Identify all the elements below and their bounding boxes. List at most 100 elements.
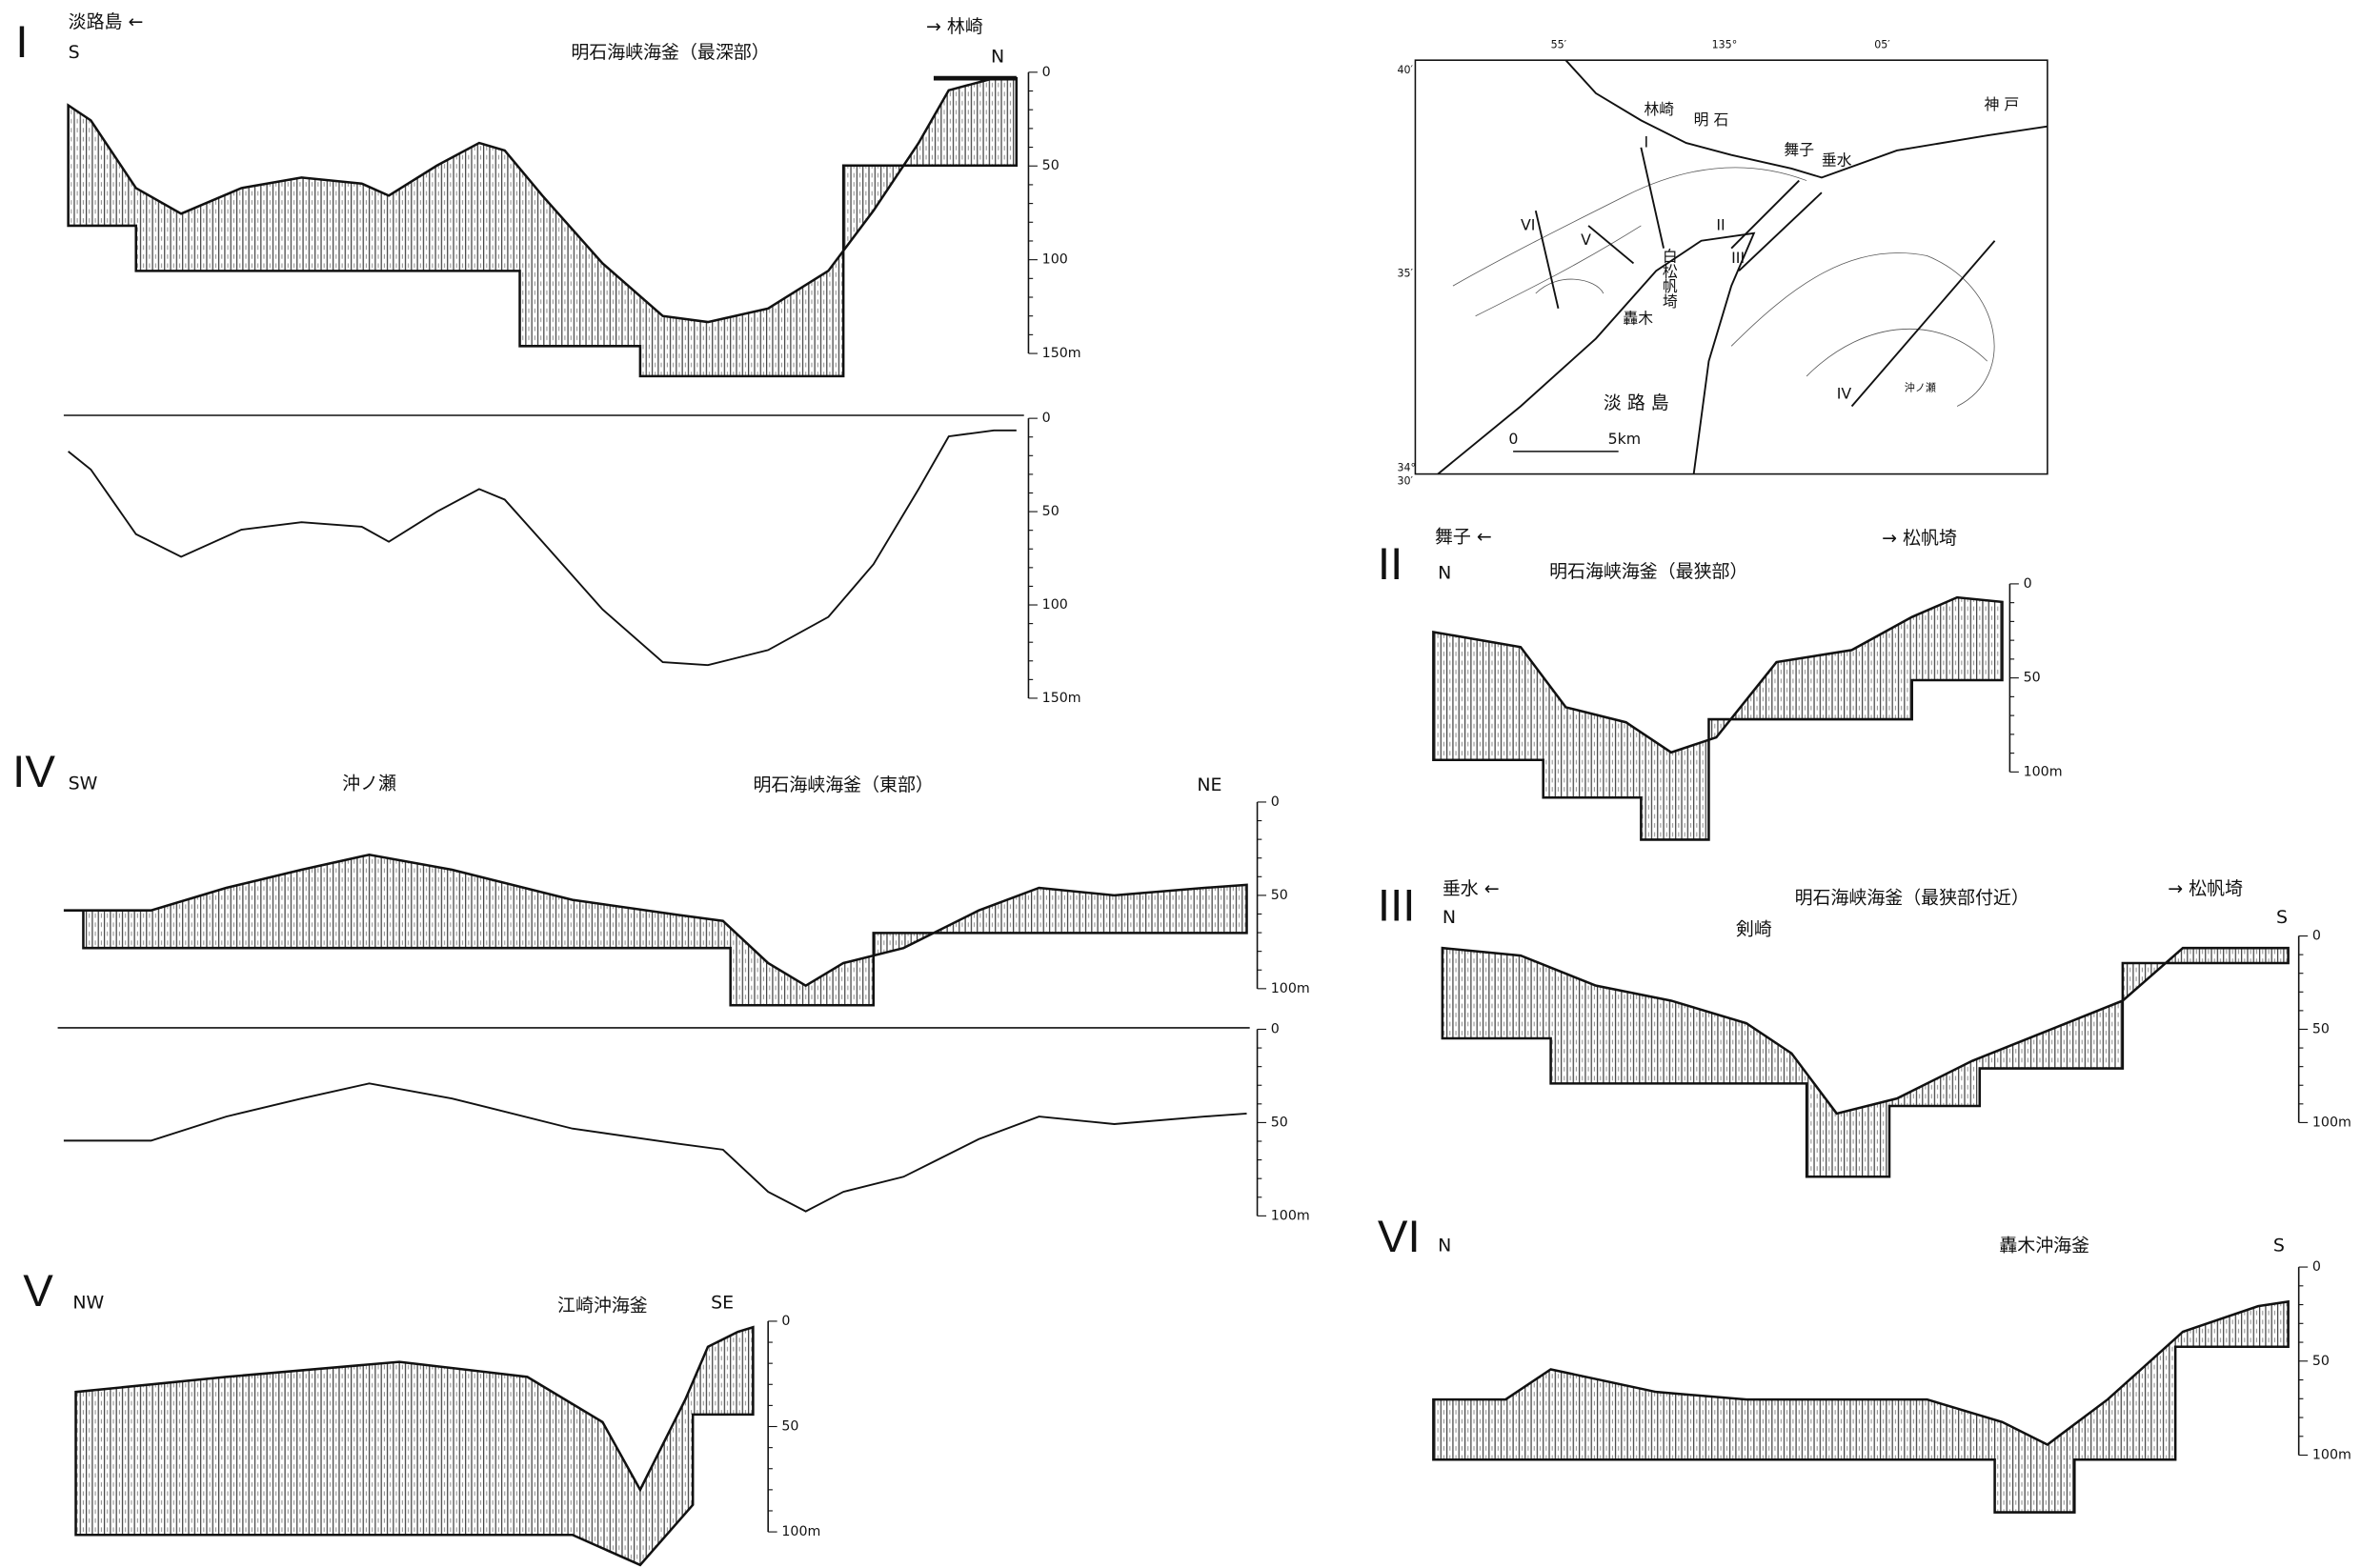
- numeral: III: [1378, 881, 1416, 932]
- coastline: [1437, 231, 1756, 475]
- echogram: [67, 76, 1019, 378]
- echogram: [1441, 946, 2290, 1178]
- scale-label: 0: [1508, 430, 1518, 448]
- dir-right: N: [991, 47, 1004, 68]
- profile-title: 明石海峡海釜（最狭部）: [1549, 561, 1747, 582]
- dir-left: N: [1443, 907, 1456, 928]
- depth-label: 100m: [2024, 764, 2063, 779]
- place: 白松帆埼: [1660, 249, 1678, 309]
- depth-label: 0: [1042, 65, 1051, 80]
- depth-label: 50: [1042, 504, 1059, 519]
- dir-left: S: [69, 42, 80, 63]
- echogram: [1432, 595, 2004, 841]
- profile-title: 明石海峡海釜（東部）: [753, 774, 933, 795]
- depth-label: 50: [2312, 1354, 2330, 1369]
- profile-title: 江崎沖海釜: [557, 1296, 648, 1317]
- numeral: II: [1378, 539, 1402, 590]
- line-label: V: [1581, 231, 1591, 249]
- location-map: 55′ 135° 05′ 40′ 35′ 34° 30′ 林崎 明 石 舞子 垂…: [1397, 38, 2048, 487]
- place: 轟木: [1623, 309, 1653, 327]
- numeral: VI: [1378, 1212, 1421, 1262]
- depth-scales: 0 50 100 150m 0 50 100 150m 0 50 100m 0 50 100m 0 50 100…: [767, 65, 2351, 1539]
- place: 林崎: [1645, 100, 1675, 118]
- depth-label: 100m: [2312, 1448, 2351, 1463]
- lon: 135°: [1712, 38, 1738, 50]
- map-frame: [1414, 59, 2048, 475]
- lat: 30′: [1397, 474, 1413, 487]
- depth-label: 0: [2312, 1259, 2321, 1275]
- depth-label: 0: [781, 1314, 790, 1329]
- depth-label: 0: [2024, 576, 2032, 592]
- profile-title: 轟木沖海釜: [1999, 1235, 2089, 1256]
- place: 垂水: [1822, 151, 1852, 170]
- depth-label: 50: [2312, 1021, 2330, 1036]
- line-label: II: [1716, 215, 1725, 233]
- coastline: [1564, 59, 2048, 179]
- place-right: → 松帆埼: [1882, 528, 1957, 549]
- numeral: IV: [12, 747, 55, 797]
- place-left: 垂水 ←: [1443, 878, 1500, 899]
- dir-right: NE: [1197, 774, 1221, 795]
- place-right: → 林崎: [926, 16, 983, 37]
- profile-lines: [1534, 147, 1996, 408]
- depth-label: 50: [1271, 1115, 1288, 1130]
- dir-right: S: [2273, 1235, 2285, 1256]
- lat: 35′: [1397, 267, 1413, 279]
- place-left: 舞子 ←: [1435, 526, 1492, 547]
- lon: 55′: [1551, 38, 1567, 50]
- place: 明 石: [1694, 111, 1729, 129]
- scale-label: 5km: [1608, 430, 1642, 448]
- interpreted-profile: [68, 429, 1017, 667]
- profile-iv: IV SW 沖ノ瀬 明石海峡海釜（東部） NE: [12, 747, 1250, 1213]
- depth-label: 100m: [1271, 1208, 1310, 1223]
- profile-title: 明石海峡海釜（最深部）: [571, 42, 769, 63]
- depth-label: 0: [1271, 794, 1280, 810]
- numeral: I: [15, 17, 28, 68]
- dir-left: SW: [69, 774, 98, 794]
- depth-label: 100m: [1271, 981, 1310, 996]
- depth-label: 100m: [781, 1524, 820, 1539]
- dir-left: N: [1438, 562, 1451, 583]
- depth-label: 100: [1042, 252, 1068, 268]
- dir-right: SE: [711, 1292, 734, 1313]
- place: 淡 路 島: [1604, 392, 1669, 413]
- numeral: V: [23, 1266, 53, 1317]
- contour: [1452, 167, 1995, 407]
- depth-label: 100: [1042, 597, 1068, 613]
- line-label: VI: [1521, 215, 1535, 233]
- profile-ii: II 舞子 ← N → 松帆埼 明石海峡海釜（最狭部）: [1378, 526, 2004, 841]
- echogram: [1432, 1299, 2290, 1514]
- place-left: 淡路島 ←: [69, 11, 144, 32]
- echogram: [74, 1325, 755, 1567]
- dir-right: S: [2276, 907, 2288, 928]
- interpreted-profile: [63, 1082, 1247, 1213]
- echogram: [63, 853, 1248, 1007]
- depth-label: 150m: [1042, 346, 1081, 361]
- depth-label: 100m: [2312, 1115, 2351, 1130]
- dir-left: NW: [72, 1292, 104, 1313]
- place-right: → 松帆埼: [2168, 878, 2243, 899]
- profile-v: V NW 江崎沖海釜 SE: [23, 1266, 755, 1567]
- dir-left: N: [1438, 1235, 1451, 1256]
- place: 沖ノ瀬: [1905, 381, 1936, 394]
- place: 舞子: [1784, 140, 1814, 158]
- depth-label: 50: [1042, 158, 1059, 173]
- feature: 沖ノ瀬: [342, 774, 396, 794]
- depth-label: 0: [1042, 411, 1051, 426]
- depth-label: 50: [2024, 671, 2041, 686]
- depth-label: 0: [2312, 929, 2321, 944]
- lon: 05′: [1874, 38, 1890, 50]
- lat: 40′: [1397, 64, 1413, 76]
- feature: 剣崎: [1736, 919, 1772, 940]
- place: 神 戸: [1985, 95, 2020, 113]
- depth-label: 150m: [1042, 691, 1081, 706]
- profile-i: I 淡路島 ← S → 林崎 N 明石海峡海釜（最深部）: [15, 11, 1024, 667]
- line-label: I: [1645, 133, 1649, 151]
- profile-iii: III 垂水 ← N 剣崎 明石海峡海釜（最狭部付近） → 松帆埼 S: [1378, 878, 2290, 1178]
- depth-label: 50: [781, 1419, 798, 1435]
- line-label: IV: [1837, 384, 1852, 402]
- depth-label: 50: [1271, 888, 1288, 903]
- depth-label: 0: [1271, 1021, 1280, 1036]
